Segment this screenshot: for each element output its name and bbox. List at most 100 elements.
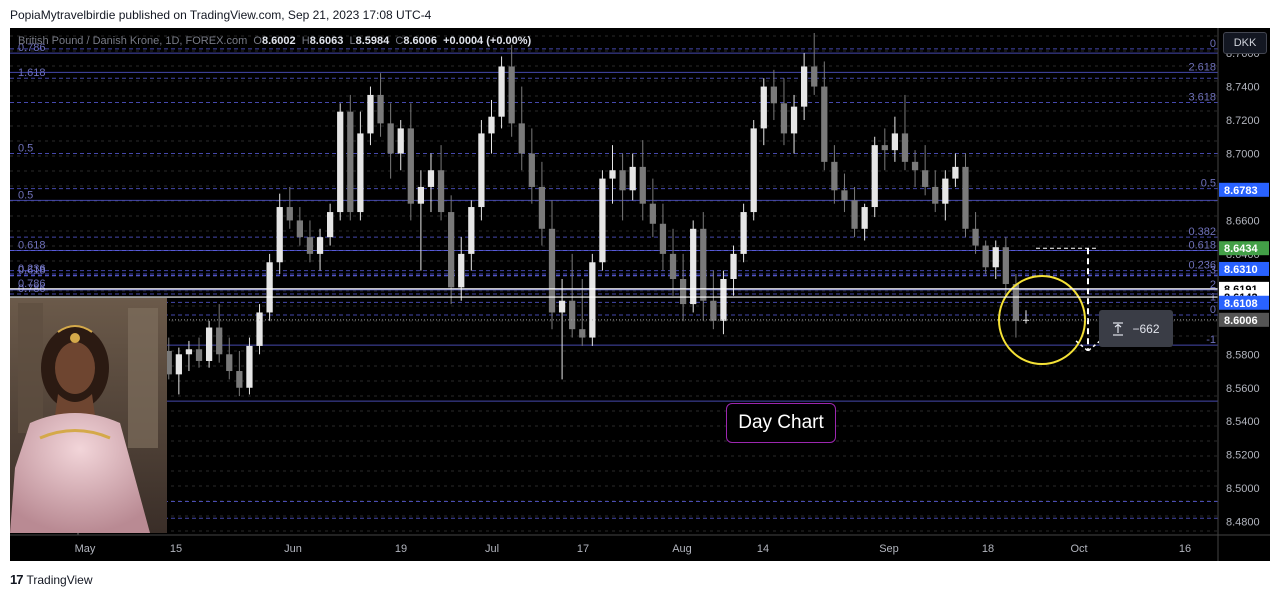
candle-body	[649, 203, 656, 224]
candle-body	[760, 86, 767, 129]
fib-label: 0.618	[1188, 240, 1216, 252]
candle-body	[296, 220, 303, 238]
fib-label: 2.618	[1188, 61, 1216, 73]
x-tick-label: 14	[757, 543, 769, 555]
x-tick-label: Oct	[1070, 543, 1087, 555]
candle-body	[922, 170, 929, 187]
candle-body	[589, 262, 596, 338]
fib-label: 0	[1210, 304, 1216, 316]
currency-button[interactable]: DKK	[1223, 32, 1267, 54]
candle-body	[417, 186, 425, 204]
x-tick-label: May	[75, 543, 96, 555]
candle-body	[226, 354, 233, 372]
candle-body	[236, 371, 243, 388]
close-value: 8.6006	[403, 35, 437, 47]
portrait-illustration	[10, 298, 167, 533]
symbol-legend: British Pound / Danish Krone, 1D, FOREX.…	[18, 35, 531, 47]
candle-body	[982, 245, 989, 268]
candle-body	[427, 170, 435, 187]
y-tick-label: 8.6600	[1226, 215, 1260, 227]
fib-label: 1.618	[18, 67, 46, 79]
candle-body	[407, 128, 414, 204]
fib-label: 3	[1210, 265, 1216, 277]
fib-label: 0.236	[18, 263, 46, 275]
candle-body	[246, 345, 253, 388]
open-value: 8.6002	[261, 35, 296, 47]
low-value: 8.5984	[355, 35, 390, 47]
high-value: 8.6063	[309, 35, 344, 47]
candle-body	[175, 354, 182, 375]
candle-body	[367, 94, 374, 134]
candles-layer	[74, 33, 1030, 535]
measure-tooltip: −662	[1099, 310, 1173, 347]
price-tag-label: 8.6434	[1224, 243, 1259, 255]
measure-arrow-left	[1075, 340, 1089, 352]
candle-body	[891, 133, 899, 151]
x-tick-label: 18	[982, 543, 994, 555]
fib-label: 0.786	[18, 42, 46, 54]
candle-body	[871, 145, 878, 208]
candle-body	[498, 66, 505, 117]
candle-body	[942, 178, 949, 204]
fib-label: 0	[1210, 38, 1216, 50]
fib-label: -1	[1206, 334, 1216, 346]
candle-body	[619, 170, 626, 191]
x-tick-label: Aug	[672, 543, 692, 555]
x-tick-label: Jul	[485, 543, 499, 555]
candle-body	[468, 207, 475, 254]
candle-body	[851, 200, 858, 229]
candle-body	[316, 237, 324, 254]
candle-body	[770, 86, 777, 104]
candle-body	[740, 212, 747, 254]
candle-body	[790, 106, 798, 134]
x-tick-label: Sep	[879, 543, 899, 555]
x-tick-label: 17	[577, 543, 589, 555]
price-tag-label: 8.6108	[1224, 298, 1258, 310]
price-tag	[1219, 182, 1269, 197]
price-tag	[1219, 295, 1269, 310]
chart-panel[interactable]: 0.786 1.618 0.5 0.5 0.618 0.618 0.786 0.236 0.78…	[10, 28, 1270, 561]
candle-body	[458, 253, 465, 288]
high-label: H	[301, 35, 310, 47]
y-tick-label: 8.5800	[1226, 349, 1260, 361]
fib-label: 0.5	[18, 142, 33, 154]
candle-body	[448, 212, 455, 288]
x-tick-label: 15	[170, 543, 182, 555]
close-label: C	[395, 35, 404, 47]
candle-body	[508, 66, 515, 124]
candle-body	[205, 327, 213, 361]
low-label: L	[349, 35, 356, 47]
candle-body	[165, 350, 172, 375]
fib-label: 0.5	[1201, 178, 1216, 190]
candle-body	[811, 66, 818, 87]
candle-body	[437, 170, 445, 213]
fib-label: 0.382	[1188, 226, 1216, 238]
y-tick-label: 8.7400	[1226, 82, 1260, 94]
y-tick-label: 8.5200	[1226, 450, 1260, 462]
fib-label: 0.5	[18, 189, 33, 201]
price-chart[interactable]: 0.7861.6180.50.50.6180.6180.7860.2360.78…	[10, 28, 1270, 561]
price-tag-label: 8.6783	[1224, 185, 1258, 197]
candle-body	[599, 178, 606, 263]
candle-body	[659, 223, 667, 254]
candle-body	[1012, 284, 1020, 321]
candle-body	[185, 349, 193, 355]
y-tick-label: 8.7200	[1226, 115, 1260, 127]
footer-brand[interactable]: TradingView	[26, 572, 93, 587]
fib-label: 2	[1210, 279, 1216, 291]
candle-body	[841, 190, 848, 201]
candle-body	[821, 86, 828, 162]
candle-body	[1002, 247, 1009, 285]
candle-body	[952, 166, 959, 179]
candle-body	[750, 128, 757, 213]
candle-body	[216, 327, 223, 355]
candle-body	[286, 207, 293, 221]
y-tick-label: 8.5400	[1226, 416, 1260, 428]
tradingview-logo-icon[interactable]: 17	[10, 572, 24, 587]
fib-label: 3.618	[1188, 91, 1216, 103]
candle-body	[881, 145, 888, 151]
symbol-name[interactable]: British Pound / Danish Krone, 1D, FOREX.…	[18, 35, 248, 47]
price-tag-label: 8.6006	[1224, 315, 1258, 327]
day-chart-label[interactable]: Day Chart	[726, 403, 836, 443]
candle-body	[327, 212, 334, 238]
